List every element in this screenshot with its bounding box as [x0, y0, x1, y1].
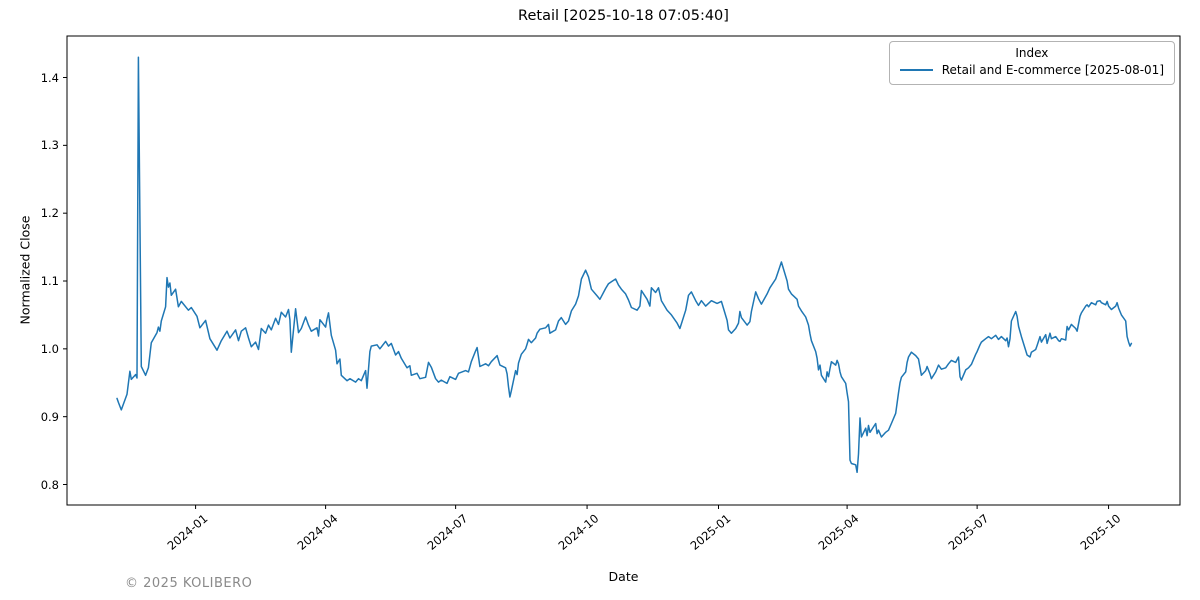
y-tick-label: 1.2 — [40, 206, 59, 221]
legend-line-swatch — [899, 69, 933, 71]
y-tick-label: 0.8 — [40, 477, 59, 492]
y-tick-label: 1.3 — [40, 138, 59, 153]
y-tick-label: 1.0 — [40, 341, 59, 356]
chart-title: Retail [2025-10-18 07:05:40] — [518, 8, 729, 24]
legend: Index Retail and E-commerce [2025-08-01] — [888, 41, 1175, 85]
axis-tick-marks — [63, 77, 1110, 509]
y-tick-label: 0.9 — [40, 409, 59, 424]
y-tick-label: 1.1 — [40, 274, 59, 288]
price-line — [116, 56, 1133, 474]
legend-entry: Retail and E-commerce [2025-08-01] — [899, 63, 1164, 77]
plot-border — [66, 35, 1181, 506]
copyright-text: © 2025 KOLIBERO — [125, 576, 253, 591]
legend-title: Index — [1015, 46, 1049, 60]
y-tick-label: 1.4 — [40, 70, 59, 85]
x-axis-label: Date — [608, 569, 639, 584]
legend-entry-label: Retail and E-commerce [2025-08-01] — [941, 63, 1164, 77]
